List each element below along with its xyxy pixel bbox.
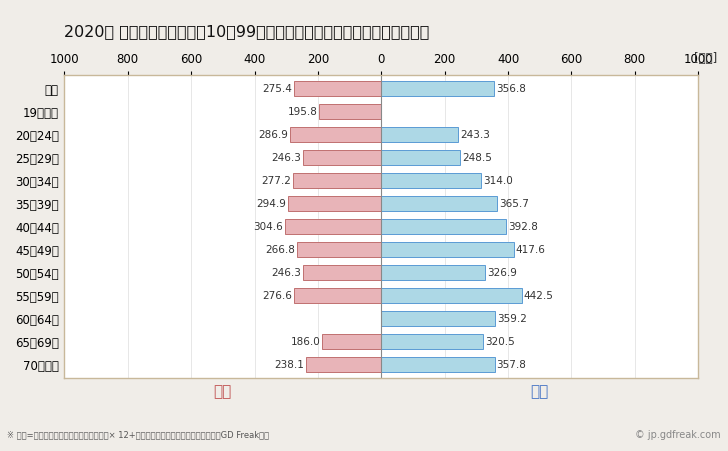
Text: © jp.gdfreak.com: © jp.gdfreak.com bbox=[635, 430, 721, 440]
Text: 275.4: 275.4 bbox=[262, 84, 292, 94]
Text: 320.5: 320.5 bbox=[485, 336, 515, 346]
Text: [万円]: [万円] bbox=[694, 52, 717, 65]
Text: 女性: 女性 bbox=[214, 384, 232, 399]
Bar bbox=[285, 219, 381, 234]
Bar bbox=[381, 334, 483, 349]
Text: 248.5: 248.5 bbox=[462, 153, 492, 163]
Text: 326.9: 326.9 bbox=[487, 267, 517, 278]
Bar bbox=[381, 357, 495, 372]
Text: 246.3: 246.3 bbox=[272, 153, 301, 163]
Text: 294.9: 294.9 bbox=[256, 198, 286, 209]
Bar bbox=[320, 104, 381, 119]
Bar bbox=[304, 265, 381, 280]
Text: 2020年 民間企業（従業者数10～99人）フルタイム労働者の男女別平均年収: 2020年 民間企業（従業者数10～99人）フルタイム労働者の男女別平均年収 bbox=[65, 24, 430, 39]
Bar bbox=[323, 334, 381, 349]
Text: 365.7: 365.7 bbox=[499, 198, 529, 209]
Bar bbox=[297, 242, 381, 257]
Text: 246.3: 246.3 bbox=[272, 267, 301, 278]
Bar bbox=[381, 127, 459, 142]
Bar bbox=[293, 173, 381, 188]
Text: 男性: 男性 bbox=[531, 384, 549, 399]
Bar bbox=[306, 357, 381, 372]
Bar bbox=[381, 311, 495, 326]
Text: 277.2: 277.2 bbox=[261, 175, 292, 186]
Bar bbox=[304, 150, 381, 165]
Text: 238.1: 238.1 bbox=[274, 359, 304, 369]
Bar bbox=[381, 219, 506, 234]
Text: 392.8: 392.8 bbox=[507, 221, 537, 232]
Bar bbox=[381, 81, 494, 96]
Bar bbox=[294, 81, 381, 96]
Text: 266.8: 266.8 bbox=[265, 244, 295, 255]
Text: 243.3: 243.3 bbox=[460, 130, 490, 140]
Text: 356.8: 356.8 bbox=[496, 84, 526, 94]
Text: 186.0: 186.0 bbox=[290, 336, 320, 346]
Text: 359.2: 359.2 bbox=[497, 313, 527, 323]
Bar bbox=[381, 173, 480, 188]
Text: 286.9: 286.9 bbox=[258, 130, 288, 140]
Bar bbox=[381, 242, 514, 257]
Bar bbox=[381, 196, 497, 211]
Bar bbox=[293, 288, 381, 303]
Bar bbox=[381, 265, 485, 280]
Text: 417.6: 417.6 bbox=[515, 244, 545, 255]
Text: 357.8: 357.8 bbox=[496, 359, 526, 369]
Text: 195.8: 195.8 bbox=[288, 107, 317, 117]
Bar bbox=[381, 150, 460, 165]
Text: 304.6: 304.6 bbox=[253, 221, 283, 232]
Text: 314.0: 314.0 bbox=[483, 175, 513, 186]
Bar bbox=[290, 127, 381, 142]
Text: ※ 年収=「きまって支給する現金給与額」× 12+「年間賞与その他特別給与額」としてGD Freak推計: ※ 年収=「きまって支給する現金給与額」× 12+「年間賞与その他特別給与額」と… bbox=[7, 431, 269, 440]
Bar bbox=[288, 196, 381, 211]
Text: 442.5: 442.5 bbox=[523, 290, 553, 300]
Bar bbox=[381, 288, 521, 303]
Text: 276.6: 276.6 bbox=[262, 290, 292, 300]
